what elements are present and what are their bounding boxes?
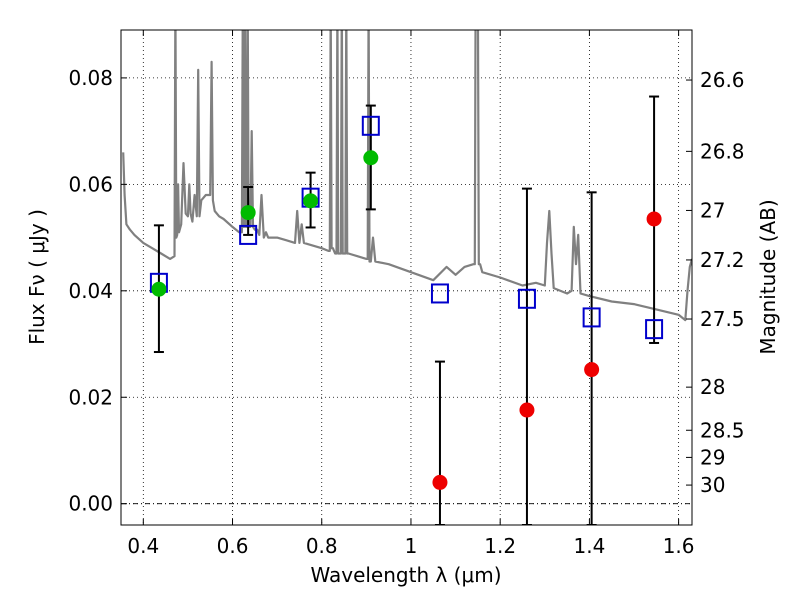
y-axis-label: Flux Fν ( μJy ) bbox=[25, 209, 49, 345]
open-square-marker bbox=[645, 319, 664, 340]
open-square-marker bbox=[582, 307, 601, 328]
open-square-marker bbox=[361, 115, 380, 136]
y2-tick-label: 28 bbox=[700, 375, 725, 399]
x-tick-label: 0.4 bbox=[127, 534, 159, 558]
y-tick-labels: 0.00 0.02 0.04 0.06 0.08 bbox=[68, 66, 113, 516]
x-tick-label: 1 bbox=[405, 534, 418, 558]
y2-tick-label: 29 bbox=[700, 445, 725, 469]
y-tick-label: 0.04 bbox=[68, 279, 113, 303]
y-tick-label: 0.08 bbox=[68, 66, 113, 90]
filled-circle-marker bbox=[432, 474, 448, 490]
x-tick-labels: 0.4 0.6 0.8 1 1.2 1.4 1.6 bbox=[127, 534, 694, 558]
open-square-marker bbox=[239, 224, 258, 245]
data-markers bbox=[149, 115, 664, 490]
spectrum-line bbox=[122, 30, 692, 322]
y-tick-label: 0.02 bbox=[68, 385, 113, 409]
error-bars bbox=[153, 95, 660, 525]
x-tick-label: 0.8 bbox=[306, 534, 338, 558]
y2-tick-label: 26.6 bbox=[700, 68, 745, 92]
y2-tick-label: 30 bbox=[700, 473, 725, 497]
y2-axis-label: Magnitude (AB) bbox=[756, 199, 780, 354]
y2-tick-label: 28.5 bbox=[700, 418, 745, 442]
x-tick-label: 1.4 bbox=[573, 534, 605, 558]
grid-lines bbox=[121, 30, 692, 525]
filled-circle-marker bbox=[363, 150, 379, 166]
y-tick-label: 0.00 bbox=[68, 492, 113, 516]
open-square-marker bbox=[517, 288, 536, 309]
y2-tick-labels: 26.6 26.8 27 27.2 27.5 28 28.5 29 30 bbox=[700, 68, 745, 497]
axis-ticks bbox=[121, 30, 692, 525]
x-tick-label: 1.2 bbox=[484, 534, 516, 558]
filled-circle-marker bbox=[646, 211, 662, 227]
filled-circle-marker bbox=[151, 281, 167, 297]
filled-circle-marker bbox=[303, 193, 319, 209]
x-tick-label: 1.6 bbox=[663, 534, 695, 558]
plot-frame bbox=[120, 29, 693, 526]
y2-tick-label: 27.5 bbox=[700, 307, 745, 331]
y2-tick-label: 26.8 bbox=[700, 139, 745, 163]
filled-circle-marker bbox=[584, 362, 600, 378]
open-square-marker bbox=[430, 283, 449, 304]
model-spectrum bbox=[122, 30, 692, 322]
filled-circle-marker bbox=[519, 402, 535, 418]
y2-tick-label: 27.2 bbox=[700, 248, 745, 272]
x-axis-label: Wavelength λ (μm) bbox=[310, 563, 501, 587]
x-tick-label: 0.6 bbox=[217, 534, 249, 558]
y-tick-label: 0.06 bbox=[68, 172, 113, 196]
filled-circle-marker bbox=[240, 205, 256, 221]
y2-tick-label: 27 bbox=[700, 198, 725, 222]
